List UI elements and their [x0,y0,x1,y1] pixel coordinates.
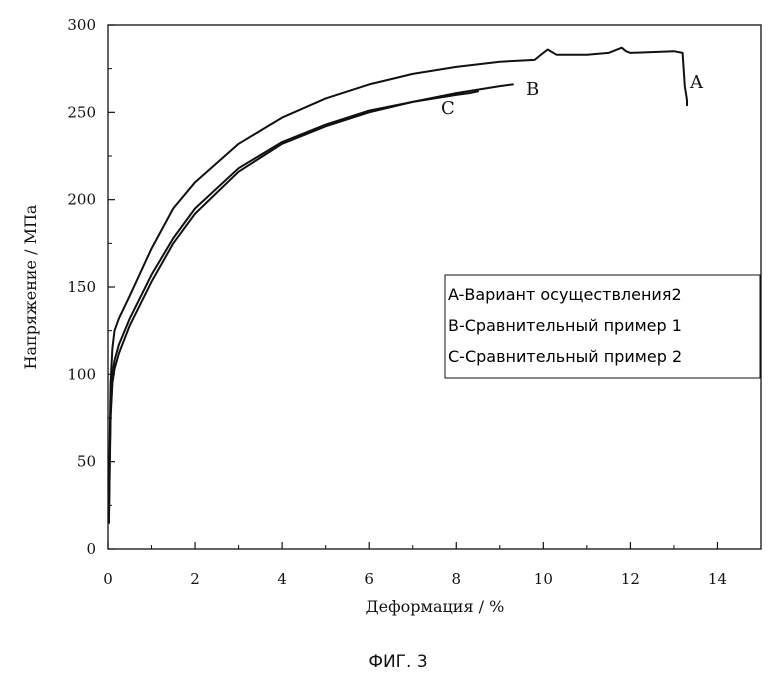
curve-label-c: C [441,98,455,119]
curve-label-a: A [689,72,704,93]
y-tick-label: 100 [67,365,96,383]
x-axis-title: Деформация / % [366,597,505,616]
y-tick-label: 300 [67,16,96,34]
x-tick-label: 6 [364,570,374,588]
x-tick-label: 12 [621,570,640,588]
y-axis-title: Напряжение / МПа [21,204,40,369]
figure-caption: ФИГ. 3 [368,652,427,672]
curve-label-b: B [526,79,539,100]
legend-entry-b: B-Сравнительный пример 1 [448,316,682,335]
x-tick-label: 2 [190,570,200,588]
legend: A-Вариант осуществления2 B-Сравнительный… [445,275,760,378]
x-tick-label: 4 [277,570,287,588]
x-tick-label: 0 [103,570,113,588]
series-line-c [109,91,478,522]
y-tick-label: 200 [67,191,96,209]
x-tick-label: 8 [451,570,461,588]
y-tick-label: 150 [67,278,96,296]
y-tick-label: 0 [86,540,96,558]
y-tick-label: 250 [67,103,96,121]
x-tick-label: 10 [534,570,553,588]
x-tick-label: 14 [708,570,727,588]
y-tick-label: 50 [77,453,96,471]
legend-entry-a: A-Вариант осуществления2 [448,285,682,304]
legend-entry-c: C-Сравнительный пример 2 [448,347,682,366]
